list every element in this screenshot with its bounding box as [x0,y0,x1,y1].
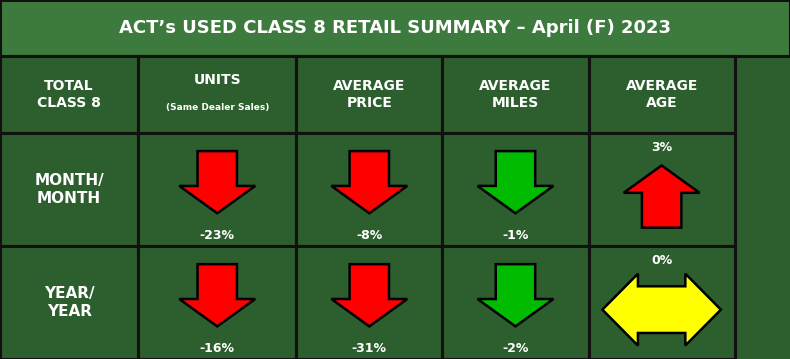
Polygon shape [179,264,255,326]
Bar [0,133,138,246]
Polygon shape [603,274,721,345]
Text: AVERAGE
PRICE: AVERAGE PRICE [333,79,405,110]
Text: TOTAL
CLASS 8: TOTAL CLASS 8 [37,79,101,110]
Bar [589,246,735,359]
Polygon shape [332,151,408,213]
Text: 0%: 0% [651,254,672,267]
Text: -8%: -8% [356,229,382,242]
Polygon shape [624,165,700,228]
Bar [0,0,790,56]
Bar [296,246,442,359]
Text: -16%: -16% [200,342,235,355]
Bar [138,133,296,246]
Text: YEAR/
YEAR: YEAR/ YEAR [43,286,95,319]
Text: 3%: 3% [651,141,672,154]
Bar [0,246,138,359]
Text: -31%: -31% [352,342,387,355]
Bar [296,56,442,133]
Text: AVERAGE
AGE: AVERAGE AGE [626,79,698,110]
Bar [138,246,296,359]
Bar [296,133,442,246]
Text: -2%: -2% [502,342,529,355]
Polygon shape [179,151,255,213]
Text: MONTH/
MONTH: MONTH/ MONTH [34,173,104,206]
Polygon shape [477,264,554,326]
Bar [442,56,589,133]
Bar [589,133,735,246]
Text: UNITS: UNITS [194,73,241,87]
Polygon shape [477,151,554,213]
Bar [442,246,589,359]
Polygon shape [332,264,408,326]
Bar [442,133,589,246]
Text: -1%: -1% [502,229,529,242]
Bar [589,56,735,133]
Text: AVERAGE
MILES: AVERAGE MILES [480,79,551,110]
Bar [0,56,138,133]
Bar [138,56,296,133]
Text: -23%: -23% [200,229,235,242]
Text: (Same Dealer Sales): (Same Dealer Sales) [166,103,269,112]
Text: ACT’s USED CLASS 8 RETAIL SUMMARY – April (F) 2023: ACT’s USED CLASS 8 RETAIL SUMMARY – Apri… [119,19,671,37]
